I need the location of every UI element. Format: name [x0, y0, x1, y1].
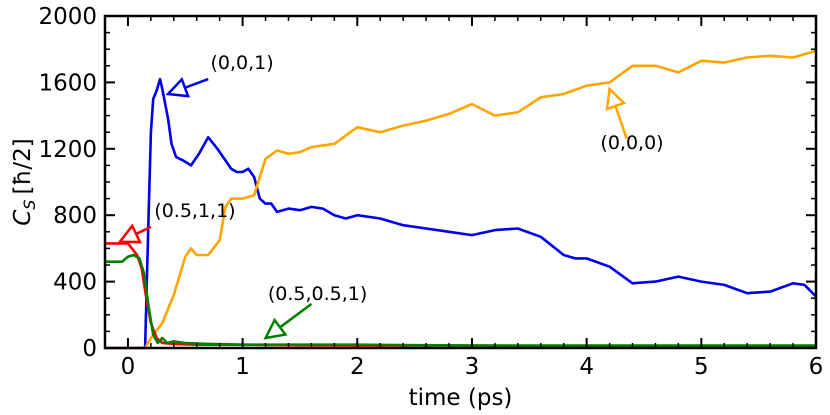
- ticks-layer: 0 1 2 3 4 5 6 0 400 800 1200 1600 2000: [38, 4, 823, 380]
- y-tick-label: 400: [53, 270, 97, 296]
- annotation-arrow-shaft: [135, 225, 152, 236]
- annotation-arrow-head: [117, 223, 143, 244]
- annotation-arrow-head: [263, 317, 288, 340]
- y-tick-label: 0: [82, 336, 97, 362]
- annotation-label: (0.5,1,1): [154, 200, 235, 222]
- x-tick-label: 6: [809, 354, 824, 380]
- y-tick-label: 1600: [38, 70, 97, 96]
- series-line-0: [105, 77, 817, 350]
- y-axis-title: CS [ħ/2]: [10, 138, 39, 226]
- x-axis-title: time (ps): [409, 385, 513, 411]
- annotation-arrow-head: [165, 76, 190, 98]
- x-tick-label: 5: [694, 354, 709, 380]
- y-axis-symbol: C: [10, 210, 36, 226]
- y-tick-label: 1200: [38, 137, 97, 163]
- x-tick-label: 4: [579, 354, 594, 380]
- x-tick-label: 1: [235, 354, 250, 380]
- x-tick-label: 2: [350, 354, 365, 380]
- y-tick-label: 800: [53, 203, 97, 229]
- y-tick-label: 2000: [38, 4, 97, 30]
- annotation-label: (0.5,0.5,1): [268, 283, 367, 305]
- series-layer: [105, 49, 817, 350]
- x-tick-label: 3: [465, 354, 480, 380]
- x-tick-label: 0: [121, 354, 136, 380]
- series-line-1: [105, 49, 817, 350]
- annotation-label: (0,0,0): [600, 132, 663, 154]
- series-line-3: [105, 253, 816, 347]
- annotation-arrow-shaft: [614, 105, 628, 140]
- y-axis-subscript: S: [20, 200, 39, 210]
- annotation-arrow-head: [605, 86, 627, 111]
- annotation-arrow-shaft: [279, 303, 313, 329]
- annotations: (0,0,1) (0,0,0) (0.5,1,1) (0.5,0.5,1): [117, 52, 664, 340]
- y-axis-unit: [ħ/2]: [10, 138, 36, 194]
- annotation-label: (0,0,1): [211, 52, 274, 74]
- plot-frame: [103, 14, 818, 350]
- annotation-arrow-shaft: [184, 77, 209, 89]
- series-line-2: [105, 242, 816, 348]
